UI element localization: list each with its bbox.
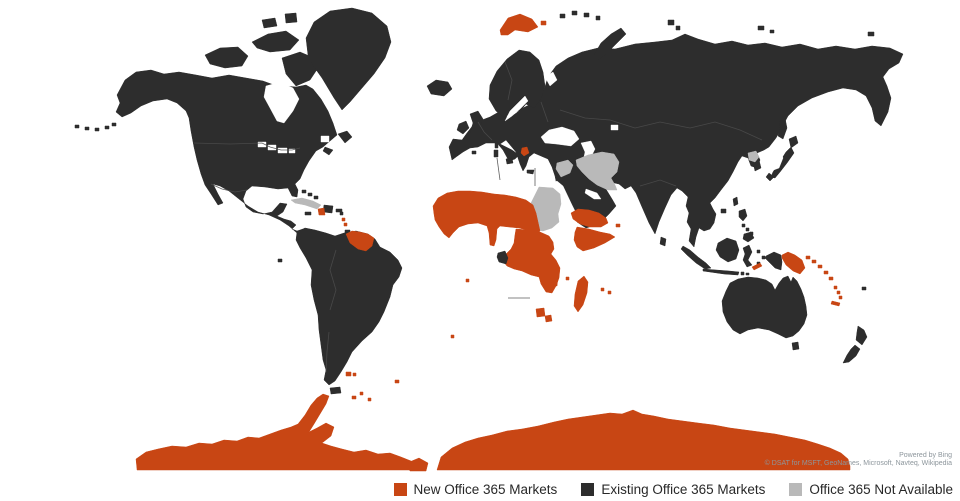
region-syria[interactable]: [555, 159, 574, 178]
region-greenland[interactable]: [305, 7, 392, 111]
sea-okhotsk: [796, 93, 874, 125]
region-tasmania: [791, 341, 800, 351]
legend-item-existing-markets: Existing Office 365 Markets: [581, 482, 765, 497]
sea-hudson-bay: [263, 81, 300, 124]
region-united-kingdom[interactable]: [469, 110, 485, 140]
layer-country-borders: [193, 61, 763, 373]
layer-not-available: [290, 150, 760, 232]
region-antarctica-mid: [406, 457, 429, 472]
new-markets-swatch-icon: [393, 483, 407, 496]
region-iceland[interactable]: [426, 79, 453, 97]
region-timor[interactable]: [751, 262, 763, 271]
map-attribution: Powered by Bing © DSAT for MSFT, GeoName…: [765, 452, 952, 468]
region-sumatra[interactable]: [680, 245, 712, 270]
region-fiji: [861, 286, 867, 291]
region-new-zealand[interactable]: [842, 325, 868, 364]
region-korea-south[interactable]: [752, 159, 762, 172]
region-south-america[interactable]: [277, 227, 403, 395]
region-falkland-islands[interactable]: [345, 371, 400, 384]
sea-aral: [610, 124, 619, 131]
region-yemen[interactable]: [570, 208, 621, 228]
region-cuba[interactable]: [290, 197, 322, 210]
region-north-korea[interactable]: [747, 150, 760, 163]
legend-label-new-markets: New Office 365 Markets: [413, 482, 558, 497]
region-antarctica-specks: [351, 391, 372, 402]
layer-seas: [257, 71, 874, 224]
region-lesotho-swaziland[interactable]: [535, 307, 553, 323]
region-papua-new-guinea[interactable]: [781, 251, 806, 275]
region-philippines[interactable]: [738, 208, 755, 243]
legend-item-new-markets: New Office 365 Markets: [393, 482, 558, 497]
legend-label-not-available: Office 365 Not Available: [809, 482, 953, 497]
legend-item-not-available: Office 365 Not Available: [789, 482, 953, 497]
sea-baltic: [504, 95, 529, 122]
sea-of-japan: [763, 145, 784, 172]
map-legend: New Office 365 Markets Existing Office 3…: [393, 482, 953, 497]
region-indian-ocean-islands: [565, 276, 612, 295]
region-sri-lanka: [659, 236, 667, 247]
region-somalia[interactable]: [573, 226, 616, 252]
region-mediterranean-islands: [471, 142, 558, 175]
region-aleutians: [74, 122, 117, 132]
region-borneo[interactable]: [715, 237, 740, 263]
region-haiti[interactable]: [317, 207, 326, 216]
layer-new-markets: [135, 13, 851, 472]
legend-label-existing-markets: Existing Office 365 Markets: [601, 482, 766, 497]
region-west-new-guinea[interactable]: [764, 251, 783, 271]
sea-black-sea: [540, 126, 580, 147]
region-russian-arctic-islands: [559, 10, 875, 61]
not-available-swatch-icon: [789, 483, 803, 496]
region-iran[interactable]: [575, 151, 620, 191]
region-arctic-islands: [204, 12, 319, 87]
region-svalbard[interactable]: [499, 13, 547, 36]
region-malawi[interactable]: [549, 265, 559, 287]
region-antarctica-west[interactable]: [135, 393, 422, 471]
region-caribbean-dark-islands: [301, 189, 351, 234]
powered-by-bing-label: Powered by Bing: [899, 452, 952, 459]
region-melanesia-islands: [805, 255, 843, 307]
region-north-america[interactable]: [115, 69, 338, 237]
region-guianas[interactable]: [345, 230, 375, 252]
sea-gulf-st-lawrence: [320, 135, 330, 143]
region-sahel-west-africa[interactable]: [432, 190, 541, 247]
region-madagascar[interactable]: [573, 275, 589, 313]
region-sakhalin: [777, 117, 788, 140]
region-java[interactable]: [702, 268, 740, 276]
region-atlantic-islands: [450, 278, 470, 339]
region-ireland[interactable]: [456, 120, 470, 135]
region-scandinavia[interactable]: [488, 49, 546, 118]
map-credits-label: © DSAT for MSFT, GeoNames, Microsoft, Na…: [764, 460, 952, 467]
region-antarctica-east[interactable]: [436, 409, 851, 471]
sea-white-sea: [544, 71, 558, 87]
region-balkan-country[interactable]: [520, 146, 530, 157]
region-lesser-antilles-new: [341, 217, 348, 227]
region-sulawesi[interactable]: [742, 244, 753, 268]
region-australia[interactable]: [721, 275, 808, 339]
region-gabon: [496, 250, 509, 265]
region-newfoundland: [322, 130, 353, 156]
sea-persian-gulf: [584, 188, 602, 200]
region-taiwan-hainan: [720, 196, 739, 214]
existing-markets-swatch-icon: [581, 483, 595, 496]
